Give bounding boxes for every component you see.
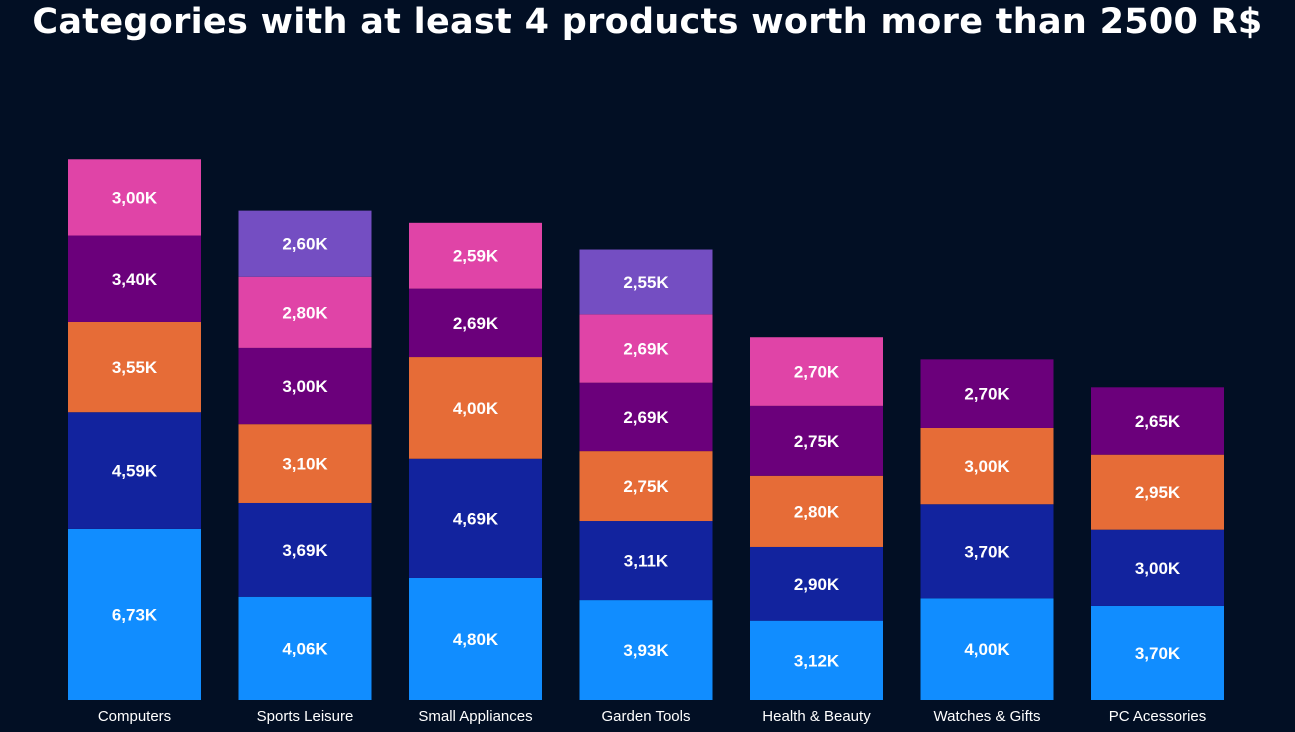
bar-segment-pc-acessories-rank-3[interactable] bbox=[1091, 454, 1224, 530]
bar-segment-computers-rank-2[interactable] bbox=[68, 412, 201, 529]
bar-segment-health-and-beauty-rank-4[interactable] bbox=[750, 405, 883, 476]
bar-segment-garden-tools-rank-3[interactable] bbox=[579, 451, 713, 522]
data-label-pc-acessories-rank-2: 3,00K bbox=[1135, 559, 1181, 578]
data-label-health-and-beauty-rank-4: 2,75K bbox=[794, 432, 840, 451]
bar-segment-pc-acessories-rank-4[interactable] bbox=[1091, 387, 1224, 455]
bar-group-watches-and-gifts: 4,00K 3,70K 3,00K 2,70K bbox=[920, 359, 1054, 700]
data-label-garden-tools-rank-1: 3,93K bbox=[623, 641, 669, 660]
bar-segment-small-appliances-rank-2[interactable] bbox=[409, 458, 542, 578]
data-label-sports-leisure-rank-3: 3,10K bbox=[282, 455, 328, 474]
bar-group-garden-tools: 3,93K 3,11K 2,75K 2,69K 2,69K 2,55K bbox=[579, 249, 713, 700]
data-label-garden-tools-rank-2: 3,11K bbox=[624, 552, 669, 571]
bar-segment-health-and-beauty-rank-1[interactable] bbox=[750, 620, 883, 700]
bar-segment-sports-leisure-rank-5[interactable] bbox=[238, 276, 372, 348]
data-label-sports-leisure-rank-2: 3,69K bbox=[282, 541, 328, 560]
data-label-garden-tools-rank-5: 2,69K bbox=[623, 340, 669, 359]
data-label-computers-rank-5: 3,00K bbox=[112, 188, 158, 207]
bar-segment-sports-leisure-rank-4[interactable] bbox=[238, 347, 372, 425]
data-label-garden-tools-rank-6: 2,55K bbox=[623, 273, 669, 292]
bar-segment-sports-leisure-rank-3[interactable] bbox=[238, 424, 372, 503]
bar-segment-watches-and-gifts-rank-4[interactable] bbox=[920, 359, 1054, 428]
data-label-small-appliances-rank-5: 2,59K bbox=[453, 247, 499, 266]
bar-segment-computers-rank-5[interactable] bbox=[68, 159, 201, 236]
bar-segment-health-and-beauty-rank-3[interactable] bbox=[750, 475, 883, 547]
bar-segment-small-appliances-rank-5[interactable] bbox=[409, 222, 542, 289]
data-label-sports-leisure-rank-5: 2,80K bbox=[282, 303, 328, 322]
bar-segment-garden-tools-rank-6[interactable] bbox=[579, 249, 713, 315]
data-label-computers-rank-3: 3,55K bbox=[112, 358, 158, 377]
bar-segment-sports-leisure-rank-6[interactable] bbox=[238, 210, 372, 277]
data-label-garden-tools-rank-4: 2,69K bbox=[623, 408, 669, 427]
data-label-small-appliances-rank-1: 4,80K bbox=[453, 630, 499, 649]
category-label-pc-acessories: PC Acessories bbox=[1109, 708, 1207, 725]
data-label-health-and-beauty-rank-5: 2,70K bbox=[794, 363, 840, 382]
bar-segment-small-appliances-rank-1[interactable] bbox=[409, 577, 542, 700]
data-label-watches-and-gifts-rank-1: 4,00K bbox=[964, 640, 1010, 659]
bar-group-sports-leisure: 4,06K 3,69K 3,10K 3,00K 2,80K 2,60K bbox=[238, 210, 372, 700]
bar-group-computers: 6,73K 4,59K 3,55K 3,40K 3,00K bbox=[68, 159, 201, 700]
data-label-watches-and-gifts-rank-2: 3,70K bbox=[964, 542, 1010, 561]
data-label-watches-and-gifts-rank-3: 3,00K bbox=[964, 457, 1010, 476]
data-label-watches-and-gifts-rank-4: 2,70K bbox=[964, 385, 1010, 404]
bar-group-health-and-beauty: 3,12K 2,90K 2,80K 2,75K 2,70K bbox=[750, 337, 883, 700]
category-label-garden-tools: Garden Tools bbox=[602, 708, 691, 725]
bar-segment-small-appliances-rank-4[interactable] bbox=[409, 288, 542, 358]
bar-segment-watches-and-gifts-rank-1[interactable] bbox=[920, 598, 1054, 700]
data-label-pc-acessories-rank-3: 2,95K bbox=[1135, 483, 1181, 502]
bar-segment-garden-tools-rank-4[interactable] bbox=[579, 382, 713, 452]
bar-segment-pc-acessories-rank-2[interactable] bbox=[1091, 529, 1224, 606]
data-label-health-and-beauty-rank-3: 2,80K bbox=[794, 502, 840, 521]
bar-segment-sports-leisure-rank-1[interactable] bbox=[238, 596, 372, 700]
category-label-health-and-beauty: Health & Beauty bbox=[762, 708, 871, 725]
data-label-health-and-beauty-rank-2: 2,90K bbox=[794, 575, 840, 594]
chart-title: Categories with at least 4 products wort… bbox=[32, 2, 1263, 42]
bar-group-pc-acessories: 3,70K 3,00K 2,95K 2,65K bbox=[1091, 387, 1224, 700]
bar-segment-computers-rank-4[interactable] bbox=[68, 235, 201, 322]
bar-segment-health-and-beauty-rank-2[interactable] bbox=[750, 546, 883, 621]
bar-group-small-appliances: 4,80K 4,69K 4,00K 2,69K 2,59K bbox=[409, 222, 542, 700]
bar-segment-computers-rank-1[interactable] bbox=[68, 528, 201, 700]
category-label-sports-leisure: Sports Leisure bbox=[257, 708, 354, 725]
category-label-watches-and-gifts: Watches & Gifts bbox=[934, 708, 1041, 725]
bar-segment-small-appliances-rank-3[interactable] bbox=[409, 357, 542, 459]
bar-segment-garden-tools-rank-5[interactable] bbox=[579, 314, 713, 383]
data-label-garden-tools-rank-3: 2,75K bbox=[623, 477, 669, 496]
category-label-computers: Computers bbox=[98, 708, 171, 725]
data-label-sports-leisure-rank-4: 3,00K bbox=[282, 377, 328, 396]
bar-segment-health-and-beauty-rank-5[interactable] bbox=[750, 337, 883, 406]
bar-segment-watches-and-gifts-rank-2[interactable] bbox=[920, 504, 1054, 599]
data-label-small-appliances-rank-4: 2,69K bbox=[453, 314, 499, 333]
bar-segment-pc-acessories-rank-1[interactable] bbox=[1091, 605, 1224, 700]
data-label-small-appliances-rank-3: 4,00K bbox=[453, 399, 499, 418]
bar-segment-garden-tools-rank-2[interactable] bbox=[579, 521, 713, 601]
data-label-computers-rank-1: 6,73K bbox=[112, 605, 158, 624]
data-label-computers-rank-4: 3,40K bbox=[112, 270, 158, 289]
data-label-small-appliances-rank-2: 4,69K bbox=[453, 509, 499, 528]
bar-segment-watches-and-gifts-rank-3[interactable] bbox=[920, 427, 1054, 505]
data-label-pc-acessories-rank-4: 2,65K bbox=[1135, 412, 1181, 431]
bar-segment-computers-rank-3[interactable] bbox=[68, 321, 201, 413]
data-label-sports-leisure-rank-1: 4,06K bbox=[282, 639, 328, 658]
data-label-pc-acessories-rank-1: 3,70K bbox=[1135, 644, 1181, 663]
category-label-small-appliances: Small Appliances bbox=[418, 708, 532, 725]
bar-segment-sports-leisure-rank-2[interactable] bbox=[238, 502, 372, 597]
data-label-computers-rank-2: 4,59K bbox=[112, 462, 158, 481]
data-label-sports-leisure-rank-6: 2,60K bbox=[282, 235, 328, 254]
data-label-health-and-beauty-rank-1: 3,12K bbox=[794, 651, 840, 670]
bar-segment-garden-tools-rank-1[interactable] bbox=[579, 600, 713, 700]
